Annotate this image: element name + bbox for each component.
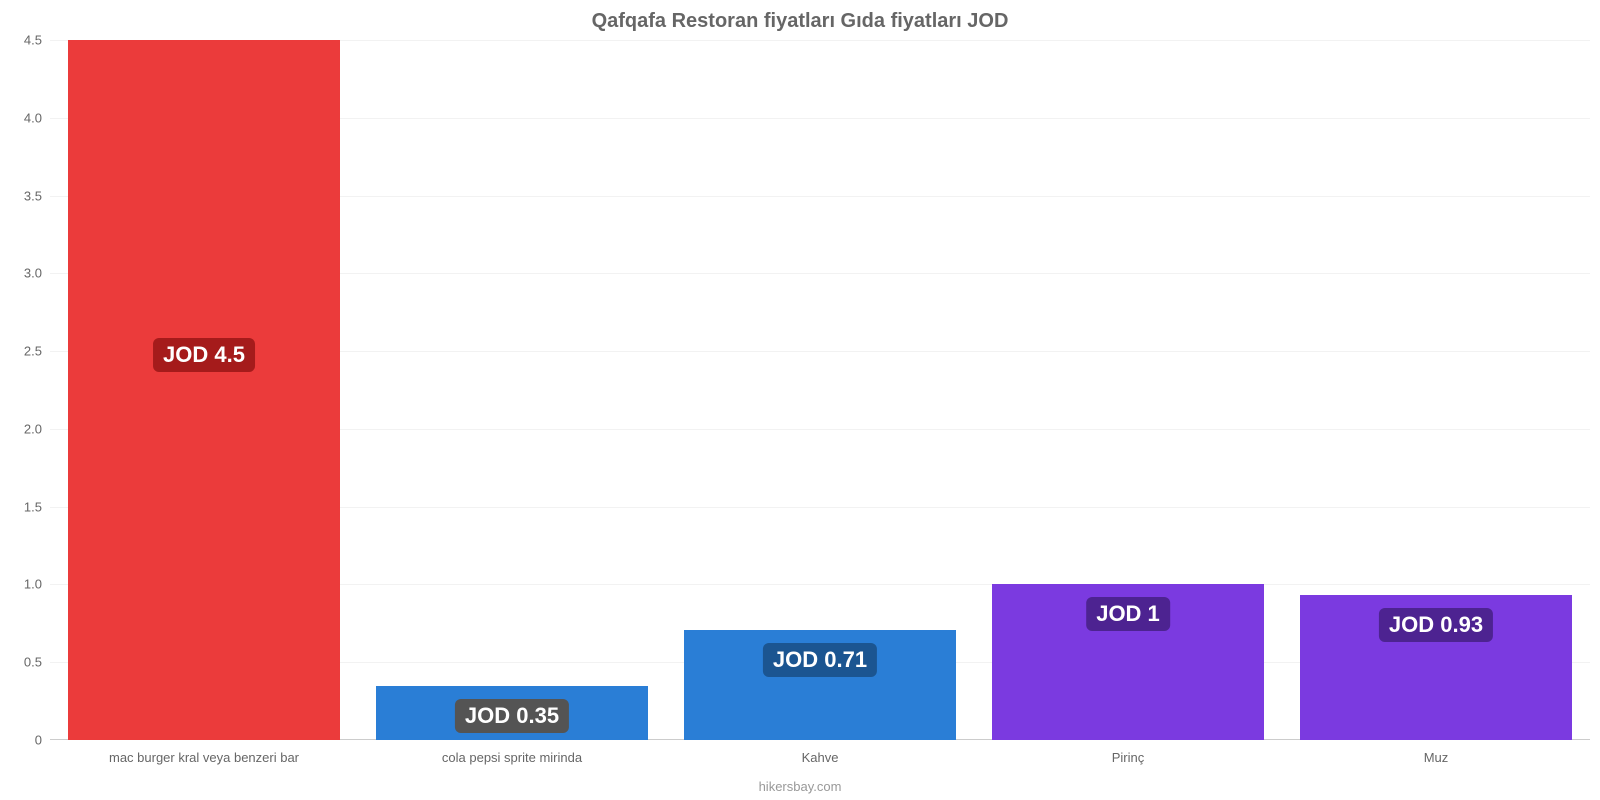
y-tick-label: 1.5: [24, 499, 42, 514]
y-tick-label: 0.5: [24, 655, 42, 670]
value-badge: JOD 4.5: [153, 338, 255, 372]
y-tick-label: 3.5: [24, 188, 42, 203]
chart-title: Qafqafa Restoran fiyatları Gıda fiyatlar…: [0, 10, 1600, 33]
value-badge: JOD 0.35: [455, 699, 569, 733]
x-tick-label: Kahve: [802, 750, 839, 765]
source-label: hikersbay.com: [0, 779, 1600, 794]
y-tick-label: 0: [35, 733, 42, 748]
x-tick-label: Pirinç: [1112, 750, 1145, 765]
y-tick-label: 2.0: [24, 421, 42, 436]
price-bar-chart: Qafqafa Restoran fiyatları Gıda fiyatlar…: [0, 0, 1600, 800]
x-tick-label: mac burger kral veya benzeri bar: [109, 750, 299, 765]
y-tick-label: 4.0: [24, 110, 42, 125]
value-badge: JOD 0.93: [1379, 608, 1493, 642]
value-badge: JOD 1: [1086, 597, 1170, 631]
y-tick-label: 2.5: [24, 344, 42, 359]
value-badge: JOD 0.71: [763, 643, 877, 677]
x-tick-label: Muz: [1424, 750, 1449, 765]
x-tick-label: cola pepsi sprite mirinda: [442, 750, 582, 765]
plot-area: 00.51.01.52.02.53.03.54.04.5JOD 4.5mac b…: [50, 40, 1590, 740]
y-tick-label: 1.0: [24, 577, 42, 592]
bar: [68, 40, 339, 740]
y-tick-label: 3.0: [24, 266, 42, 281]
y-tick-label: 4.5: [24, 33, 42, 48]
